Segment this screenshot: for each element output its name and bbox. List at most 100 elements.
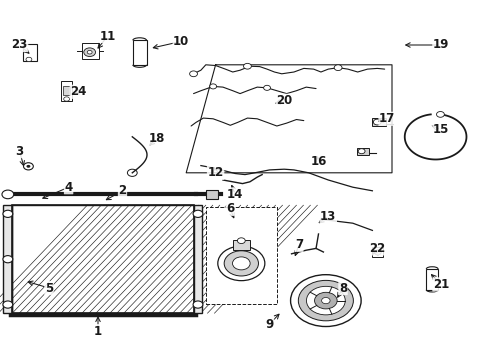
Text: 23: 23	[11, 39, 28, 51]
Bar	[12, 205, 194, 313]
Bar	[61, 81, 72, 101]
Text: 18: 18	[148, 132, 165, 145]
Circle shape	[232, 257, 250, 270]
Bar	[12, 205, 194, 313]
Bar	[12, 205, 194, 313]
Circle shape	[315, 292, 337, 309]
Bar	[194, 205, 202, 313]
Bar	[206, 207, 277, 304]
Text: 13: 13	[320, 210, 337, 222]
Circle shape	[321, 297, 330, 304]
Bar	[12, 205, 194, 313]
Text: 10: 10	[173, 35, 190, 48]
Circle shape	[334, 65, 342, 71]
Bar	[63, 86, 70, 95]
Text: 22: 22	[369, 242, 386, 255]
Text: 1: 1	[94, 325, 102, 338]
Bar	[357, 148, 369, 155]
Bar	[12, 205, 194, 313]
Bar	[12, 205, 194, 313]
Text: 15: 15	[433, 123, 449, 136]
Text: 17: 17	[379, 112, 395, 125]
Bar	[82, 43, 99, 59]
Circle shape	[264, 85, 270, 90]
Text: 2: 2	[119, 184, 126, 197]
Circle shape	[298, 280, 353, 321]
Circle shape	[218, 246, 265, 281]
Bar	[426, 269, 438, 290]
Circle shape	[24, 163, 33, 170]
Circle shape	[373, 119, 381, 125]
Bar	[372, 118, 386, 126]
Circle shape	[437, 112, 444, 117]
Text: 24: 24	[70, 85, 87, 98]
Circle shape	[87, 50, 92, 54]
Circle shape	[3, 256, 13, 263]
Bar	[12, 205, 194, 313]
Text: 19: 19	[433, 39, 449, 51]
Bar	[12, 205, 194, 313]
Bar	[12, 205, 194, 313]
Bar	[12, 205, 194, 313]
Circle shape	[190, 71, 197, 77]
Bar	[12, 205, 194, 313]
Text: 7: 7	[295, 238, 303, 251]
Circle shape	[193, 210, 203, 217]
Text: 20: 20	[276, 94, 293, 107]
Text: 6: 6	[226, 202, 234, 215]
Circle shape	[237, 238, 245, 244]
Text: 21: 21	[433, 278, 449, 291]
Circle shape	[291, 275, 361, 327]
Bar	[12, 205, 194, 313]
Circle shape	[127, 169, 137, 176]
Bar	[12, 205, 194, 313]
Circle shape	[84, 48, 96, 57]
Bar	[23, 44, 37, 61]
Bar	[12, 205, 194, 313]
Bar	[12, 205, 194, 313]
Circle shape	[306, 286, 345, 315]
Bar	[3, 205, 12, 313]
Bar	[12, 205, 194, 313]
Bar	[12, 205, 194, 313]
Circle shape	[210, 84, 217, 89]
Bar	[206, 190, 218, 199]
Bar	[12, 205, 194, 313]
Bar	[12, 205, 194, 313]
Bar	[12, 205, 194, 313]
Bar	[12, 205, 194, 313]
Circle shape	[26, 165, 30, 168]
Bar	[12, 205, 194, 313]
Bar	[232, 240, 250, 250]
Circle shape	[64, 97, 70, 101]
Text: 16: 16	[310, 156, 327, 168]
Bar	[12, 205, 194, 313]
Text: 3: 3	[16, 145, 24, 158]
Bar	[12, 205, 194, 313]
Text: 4: 4	[65, 181, 73, 194]
Circle shape	[193, 301, 203, 308]
Circle shape	[224, 251, 259, 276]
Bar	[12, 205, 194, 313]
Bar	[12, 205, 194, 313]
Bar	[372, 247, 383, 257]
Bar	[12, 205, 194, 313]
Circle shape	[3, 210, 13, 217]
Bar	[12, 205, 194, 313]
Circle shape	[244, 63, 251, 69]
Text: 8: 8	[339, 282, 347, 294]
Bar	[12, 205, 194, 313]
Bar	[12, 205, 194, 313]
Circle shape	[3, 301, 13, 308]
Text: 14: 14	[227, 188, 244, 201]
Bar	[12, 205, 194, 313]
Bar	[133, 40, 147, 65]
Bar	[12, 205, 194, 313]
Text: 12: 12	[207, 166, 224, 179]
Bar	[12, 205, 194, 313]
Bar	[12, 205, 194, 313]
Text: 9: 9	[266, 318, 273, 330]
Text: 11: 11	[99, 30, 116, 42]
Bar	[12, 205, 194, 313]
Circle shape	[358, 149, 365, 154]
